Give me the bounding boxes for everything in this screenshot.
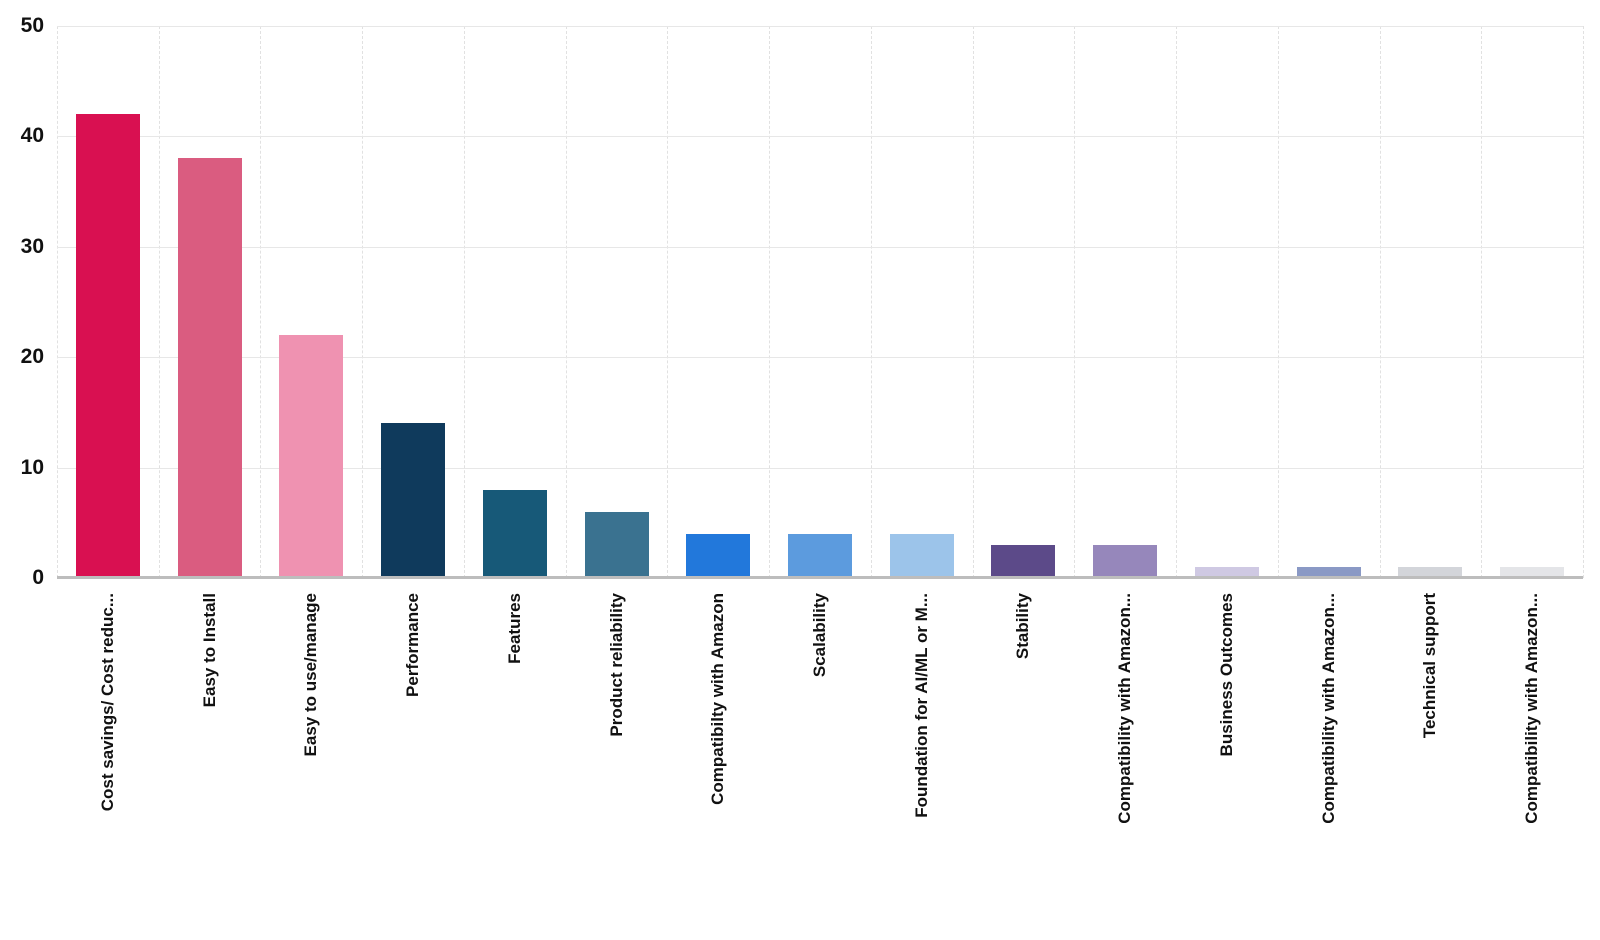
x-axis-label: Scalability: [810, 593, 829, 678]
bar[interactable]: [1195, 567, 1259, 578]
v-gridline: [667, 26, 668, 578]
x-axis-label: Features: [505, 593, 524, 664]
y-axis-tick-label: 50: [20, 14, 44, 37]
bar[interactable]: [279, 335, 343, 578]
v-gridline: [260, 26, 261, 578]
v-gridline: [1380, 26, 1381, 578]
x-axis-labels: Cost savings/ Cost reduc... Easy to Insta…: [57, 593, 1583, 940]
h-gridline: [57, 468, 1583, 469]
v-gridline: [566, 26, 567, 578]
x-axis-label: Product reliability: [607, 593, 626, 737]
x-axis-label: Technical support: [1420, 593, 1439, 739]
v-gridline: [1278, 26, 1279, 578]
x-axis-label: Foundation for AI/ML or M...: [912, 593, 931, 818]
plot-area: [57, 26, 1584, 578]
x-axis-label: Compatibility with Amazon...: [1115, 593, 1134, 824]
bar[interactable]: [991, 545, 1055, 578]
v-gridline: [1583, 26, 1584, 578]
bar[interactable]: [1297, 567, 1361, 578]
y-axis-tick-label: 30: [20, 235, 44, 258]
y-axis-tick-label: 40: [20, 124, 44, 147]
bar[interactable]: [890, 534, 954, 578]
v-gridline: [871, 26, 872, 578]
v-gridline: [464, 26, 465, 578]
h-gridline: [57, 136, 1583, 137]
v-gridline: [362, 26, 363, 578]
bar[interactable]: [1500, 567, 1564, 578]
x-axis-label: Stability: [1013, 593, 1032, 660]
x-axis-label: Easy to Install: [200, 593, 219, 708]
x-axis-label: Cost savings/ Cost reduc...: [98, 593, 117, 812]
v-gridline: [159, 26, 160, 578]
bar[interactable]: [178, 158, 242, 578]
v-gridline: [1481, 26, 1482, 578]
bar[interactable]: [483, 490, 547, 578]
y-axis-tick-label: 0: [32, 566, 44, 589]
h-gridline: [57, 26, 1583, 27]
x-axis-label: Compatibility with Amazon...: [1522, 593, 1541, 824]
bar[interactable]: [381, 423, 445, 578]
bar[interactable]: [1398, 567, 1462, 578]
x-axis-label: Business Outcomes: [1217, 593, 1236, 757]
bar[interactable]: [76, 114, 140, 578]
v-gridline: [57, 26, 58, 578]
h-gridline: [57, 357, 1583, 358]
bar[interactable]: [585, 512, 649, 578]
h-gridline: [57, 247, 1583, 248]
x-axis-label: Compatibilty with Amazon: [708, 593, 727, 805]
bar[interactable]: [686, 534, 750, 578]
x-axis-line: [57, 576, 1583, 579]
y-axis-tick-label: 10: [20, 456, 44, 479]
x-axis-label: Performance: [403, 593, 422, 697]
x-axis-label: Compatibility with Amazon...: [1319, 593, 1338, 824]
v-gridline: [973, 26, 974, 578]
v-gridline: [1176, 26, 1177, 578]
x-axis-label: Easy to use/manage: [301, 593, 320, 757]
bar[interactable]: [788, 534, 852, 578]
v-gridline: [1074, 26, 1075, 578]
bar[interactable]: [1093, 545, 1157, 578]
y-axis-tick-label: 20: [20, 345, 44, 368]
v-gridline: [769, 26, 770, 578]
